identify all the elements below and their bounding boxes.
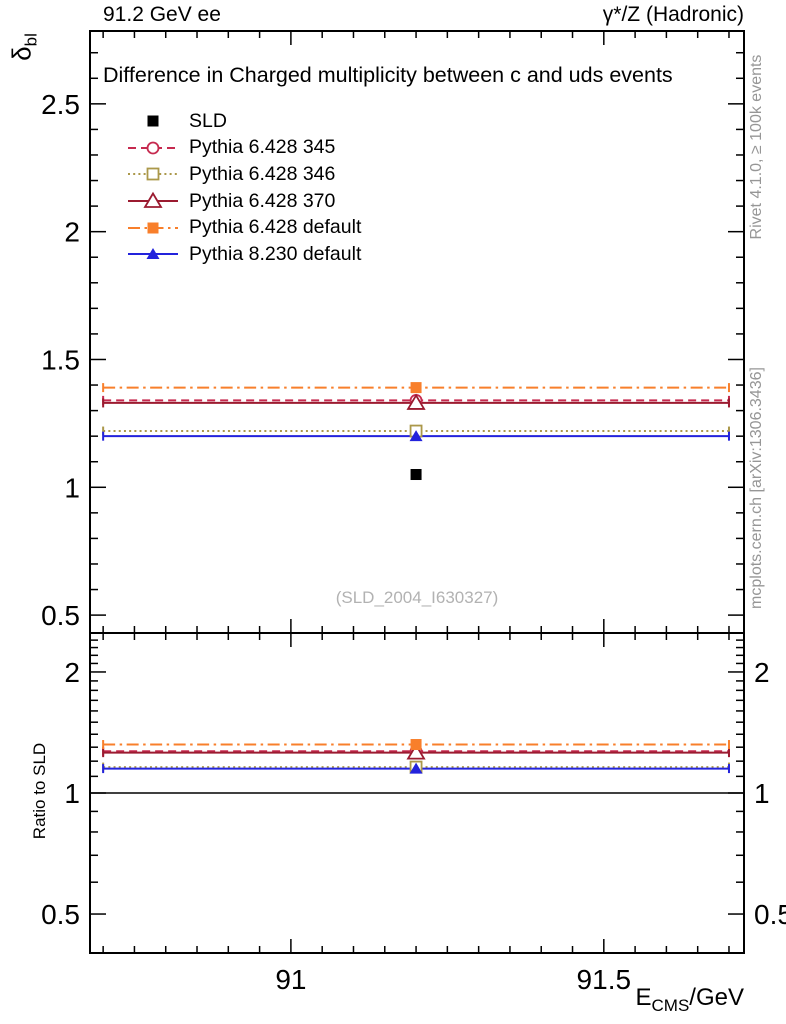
- sld-marker-main: [410, 469, 422, 481]
- legend: SLD Pythia 6.428 345 Pythia 6.428 346 Pythi…: [126, 108, 361, 268]
- tick-label: 0.5: [41, 600, 80, 631]
- legend-item-pythia-8-230-default: Pythia 8.230 default: [126, 241, 361, 268]
- x-axis-suffix: /GeV: [689, 984, 744, 1011]
- tick-label: 2: [64, 657, 80, 688]
- main-y-axis-symbol: δ: [6, 46, 37, 61]
- tick-label: 1.5: [41, 344, 80, 375]
- main-y-axis-subscript: bl: [21, 33, 41, 47]
- pythia-6-428-default-marker-ratio: [410, 739, 422, 751]
- legend-sample-pythia-6-428-345: [128, 141, 178, 155]
- legend-marker-open-triangle: [143, 191, 163, 208]
- analysis-id-watermark: (SLD_2004_I630327): [335, 588, 499, 607]
- legend-item-sld: SLD: [126, 108, 361, 135]
- plot-title: Difference in Charged multiplicity betwe…: [103, 63, 673, 87]
- x-axis-subscript: CMS: [651, 995, 690, 1015]
- pythia-6-428-370-marker-main: [406, 393, 426, 410]
- process-label: γ*/Z (Hadronic): [602, 3, 744, 26]
- tick-label: 2: [754, 657, 770, 688]
- pythia-8-230-default-marker-ratio: [409, 762, 423, 774]
- legend-item-pythia-6-428-370: Pythia 6.428 370: [126, 188, 361, 215]
- tick-label: 2: [64, 217, 80, 248]
- x-axis-label: ECMS/GeV: [636, 984, 745, 1016]
- legend-label: Pythia 6.428 345: [189, 136, 336, 159]
- legend-label: Pythia 6.428 370: [189, 189, 336, 212]
- legend-sample-pythia-8-230-default: [128, 248, 178, 260]
- series-lines: [102, 383, 730, 774]
- tick-label: 91: [275, 964, 306, 995]
- legend-item-pythia-6-428-345: Pythia 6.428 345: [126, 135, 361, 162]
- legend-marker-open-circle: [146, 141, 160, 155]
- pythia-8-230-default-marker-main: [409, 430, 423, 442]
- ratio-y-axis-label: Ratio to SLD: [30, 742, 49, 840]
- legend-marker-open-square: [146, 168, 160, 181]
- pythia-6-428-370-marker-ratio: [406, 743, 426, 760]
- legend-marker-filled-square: [147, 222, 159, 234]
- legend-label: Pythia 8.230 default: [189, 242, 362, 265]
- tick-label: 1: [754, 778, 770, 809]
- tick-label: 91.5: [577, 964, 632, 995]
- legend-marker-filled-triangle: [146, 248, 160, 260]
- x-axis-symbol: E: [635, 984, 652, 1011]
- series-markers: [406, 382, 426, 774]
- legend-sample-sld: [147, 115, 159, 127]
- tick-label: 0.5: [41, 899, 80, 930]
- mcplots-attribution-note: mcplots.cern.ch [arXiv:1306.3436]: [748, 367, 765, 609]
- legend-sample-pythia-6-428-346: [128, 168, 178, 181]
- legend-item-pythia-6-428-346: Pythia 6.428 346: [126, 161, 361, 188]
- legend-marker-filled-square: [147, 115, 159, 127]
- beam-energy-label: 91.2 GeV ee: [103, 3, 221, 26]
- tick-label: 1: [64, 778, 80, 809]
- tick-label: 1: [64, 472, 80, 503]
- tick-label: 0.5: [754, 899, 786, 930]
- legend-label: Pythia 6.428 346: [189, 162, 336, 185]
- legend-sample-pythia-6-428-370: [128, 191, 178, 208]
- legend-sample-pythia-6-428-default: [128, 222, 178, 234]
- legend-item-pythia-6-428-default: Pythia 6.428 default: [126, 214, 361, 241]
- rivet-version-note: Rivet 4.1.0, ≥ 100k events: [748, 54, 765, 240]
- legend-label: Pythia 6.428 default: [189, 216, 362, 239]
- tick-label: 2.5: [41, 89, 80, 120]
- main-y-axis-label: δbl: [6, 33, 41, 61]
- pythia-6-428-default-marker-main: [410, 382, 422, 394]
- tick-labels: 0.5 1 1.5 2 2.5 0.5 0.5 1 1 2 2 91 91.5: [41, 89, 786, 995]
- legend-label: SLD: [189, 109, 227, 132]
